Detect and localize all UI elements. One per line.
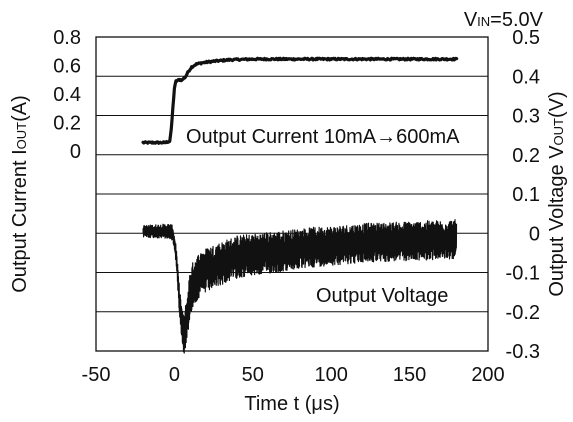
left-y-tick-label: 0.6: [53, 56, 81, 78]
left-y-tick-label: 0.4: [53, 84, 81, 106]
x-tick-label: 50: [242, 364, 264, 386]
series-layer: [141, 56, 459, 354]
left-y-tick-label: 0: [70, 141, 81, 163]
right-y-tick-label: 0.3: [512, 106, 540, 128]
current-series-label: Output Current 10mA→600mA: [186, 126, 460, 148]
right-y-tick-labels: 0.5 0.4 0.3 0.2 0.1 0 -0.1 -0.2 -0.3: [506, 27, 540, 363]
right-y-tick-label: -0.2: [506, 302, 540, 324]
right-y-tick-label: 0.1: [512, 184, 540, 206]
right-y-tick-label: 0.2: [512, 145, 540, 167]
output-voltage-trace: [142, 219, 458, 354]
left-y-tick-label: 0.2: [53, 113, 81, 135]
right-y-tick-label: -0.1: [506, 263, 540, 285]
voltage-series-label: Output Voltage: [316, 285, 448, 307]
left-y-axis-title: Output Current IOUT(A): [9, 95, 31, 293]
x-tick-labels: -50 0 50 100 150 200: [82, 364, 505, 386]
right-y-tick-label: 0.4: [512, 66, 540, 88]
x-tick-label: 100: [315, 364, 348, 386]
right-y-tick-label: -0.3: [506, 341, 540, 363]
gridlines: [96, 75, 488, 313]
left-y-tick-label: 0.8: [53, 27, 81, 49]
x-tick-label: -50: [82, 364, 111, 386]
right-y-axis-title: Output Voltage VOUT(V): [546, 91, 568, 296]
right-y-tick-label: 0.5: [512, 27, 540, 49]
x-tick-label: 200: [471, 364, 504, 386]
vin-annotation: VIN=5.0V: [464, 9, 544, 31]
x-tick-label: 150: [393, 364, 426, 386]
output-current-trace: [141, 56, 459, 145]
x-axis-title: Time t (μs): [244, 393, 339, 415]
x-tick-label: 0: [169, 364, 180, 386]
right-y-tick-label: 0: [529, 223, 540, 245]
plot-frame: [95, 36, 489, 352]
left-y-tick-labels: 0.8 0.6 0.4 0.2 0: [53, 27, 81, 163]
